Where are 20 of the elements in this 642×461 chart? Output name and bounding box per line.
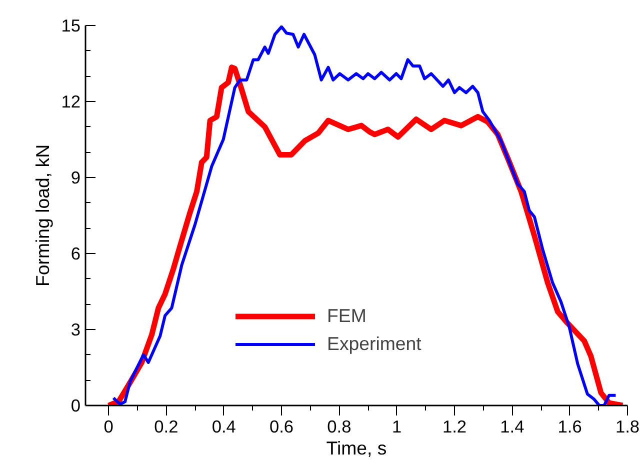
x-tick-label: 1.4 [500,416,525,436]
y-axis-title: Forming load, kN [32,144,54,287]
x-tick-label: 1 [392,416,402,436]
y-tick-label: 0 [70,396,81,416]
y-tick-label: 9 [70,168,81,188]
x-tick-label: 1.2 [442,416,467,436]
x-tick-label: 0.8 [327,416,352,436]
legend-label: FEM [327,305,366,327]
x-tick-label: 0.6 [270,416,294,436]
x-axis-title: Time, s [326,438,387,458]
x-tick-label: 1.8 [615,416,640,436]
x-tick-label: 0 [104,416,114,436]
x-tick-label: 0.2 [154,416,178,436]
x-tick-label: 0.4 [212,416,236,436]
legend-label: Experiment [327,333,422,355]
x-tick-label: 1.6 [558,416,582,436]
y-tick-label: 3 [70,320,81,340]
y-tick-label: 12 [61,92,81,112]
y-tick-label: 15 [61,16,81,36]
y-tick-label: 6 [70,244,81,264]
